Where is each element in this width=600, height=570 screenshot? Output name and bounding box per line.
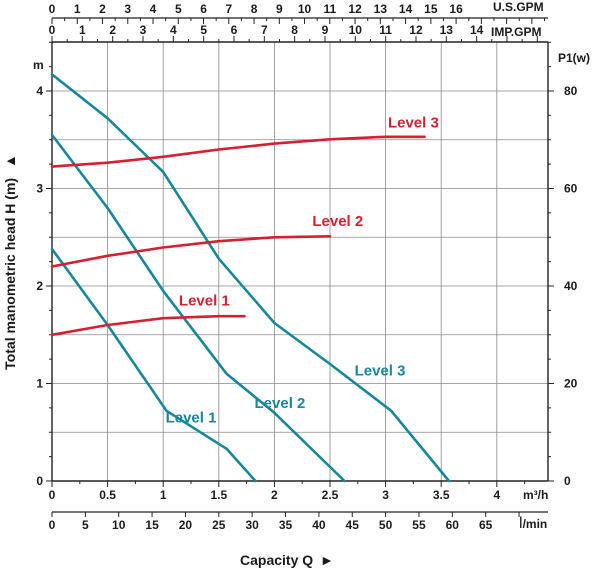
usgpm-tick-label: 11 — [323, 2, 336, 16]
usgpm-tick-label: 10 — [298, 2, 312, 16]
lmin-unit-suffix: /min — [523, 517, 548, 531]
impgpm-tick-label: 11 — [379, 23, 392, 37]
impgpm-tick-label: 3 — [140, 23, 147, 37]
lmin-tick-label: 45 — [346, 518, 360, 532]
lmin-tick-label: 55 — [412, 518, 426, 532]
usgpm-tick-label: 15 — [424, 2, 438, 16]
x-tick-label: 1.5 — [210, 488, 227, 502]
lmin-unit-label: l/min — [519, 515, 547, 532]
impgpm-unit-label: IMP.GPM — [491, 25, 541, 39]
impgpm-tick-label: 14 — [470, 23, 484, 37]
y2-tick-label: 20 — [564, 377, 578, 391]
y2-tick-label: 60 — [564, 182, 578, 196]
lmin-tick-label: 40 — [312, 518, 326, 532]
usgpm-unit-label: U.S.GPM — [493, 0, 544, 14]
impgpm-tick-label: 7 — [261, 23, 268, 37]
usgpm-tick-label: 0 — [49, 2, 56, 16]
y2-tick-label: 80 — [564, 84, 578, 98]
y-axis-title-text: Total manometric head H (m) — [2, 178, 18, 370]
y-tick-label: 1 — [36, 377, 43, 391]
x-tick-label: 2 — [271, 488, 278, 502]
x-tick-label: 0 — [49, 488, 56, 502]
y-tick-label: 4 — [36, 84, 43, 98]
y-tick-label: 2 — [36, 279, 43, 293]
impgpm-tick-label: 10 — [349, 23, 363, 37]
usgpm-tick-label: 4 — [150, 2, 157, 16]
axis-titles: m P1(w) U.S.GPM IMP.GPM m³/h l/min Total… — [2, 0, 590, 568]
x-tick-label: 3.5 — [433, 488, 450, 502]
y2-tick-label: 0 — [564, 474, 571, 488]
lmin-tick-label: 0 — [49, 518, 56, 532]
impgpm-tick-label: 8 — [291, 23, 298, 37]
lmin-tick-label: 65 — [479, 518, 493, 532]
x-axis-title-text: Capacity Q — [240, 552, 313, 568]
head-curve-level-2 — [50, 133, 346, 483]
power-curve-level-2 — [50, 235, 332, 268]
y-tick-label: 0 — [36, 474, 43, 488]
x-tick-label: 2.5 — [322, 488, 339, 502]
x-tick-label: 4 — [493, 488, 500, 502]
usgpm-tick-label: 1 — [74, 2, 81, 16]
usgpm-tick-label: 12 — [348, 2, 362, 16]
impgpm-tick-label: 5 — [200, 23, 207, 37]
y2-tick-label: 40 — [564, 279, 578, 293]
m3h-unit-label: m³/h — [523, 488, 548, 502]
impgpm-tick-label: 1 — [79, 23, 86, 37]
curves — [50, 73, 451, 483]
power-label-level-3: Level 3 — [388, 115, 439, 132]
usgpm-tick-label: 3 — [124, 2, 131, 16]
lmin-tick-label: 15 — [145, 518, 159, 532]
impgpm-tick-label: 0 — [49, 23, 56, 37]
usgpm-tick-label: 7 — [225, 2, 232, 16]
lmin-tick-label: 5 — [82, 518, 89, 532]
lmin-tick-label: 10 — [112, 518, 126, 532]
y-tick-label: 3 — [36, 182, 43, 196]
usgpm-tick-label: 14 — [399, 2, 413, 16]
lmin-tick-label: 50 — [379, 518, 393, 532]
lmin-tick-label: 30 — [245, 518, 259, 532]
head-label-level-2: Level 2 — [255, 395, 306, 412]
usgpm-tick-label: 2 — [99, 2, 106, 16]
x-tick-label: 0.5 — [99, 488, 116, 502]
lmin-tick-label: 25 — [212, 518, 226, 532]
head-curve-level-1 — [50, 247, 257, 483]
impgpm-tick-label: 4 — [170, 23, 177, 37]
y-axis-title: Total manometric head H (m) ▲ — [2, 154, 18, 370]
y2-unit-label: P1(w) — [558, 51, 590, 65]
head-label-level-1: Level 1 — [166, 410, 217, 427]
usgpm-tick-label: 6 — [200, 2, 207, 16]
curve-labels: Level 1 Level 2 Level 3 Level 1 Level 2 Level… — [166, 115, 439, 427]
impgpm-tick-label: 9 — [322, 23, 329, 37]
power-label-level-1: Level 1 — [179, 293, 230, 310]
impgpm-tick-label: 2 — [109, 23, 116, 37]
power-label-level-2: Level 2 — [312, 213, 363, 230]
y-axis-title-arrow: ▲ — [2, 154, 18, 168]
x-tick-label: 1 — [160, 488, 167, 502]
usgpm-tick-label: 9 — [276, 2, 283, 16]
impgpm-tick-label: 12 — [409, 23, 423, 37]
power-curve-level-1 — [50, 314, 246, 337]
lmin-tick-label: 35 — [279, 518, 293, 532]
usgpm-tick-label: 5 — [175, 2, 182, 16]
x-axis-title: Capacity Q ► — [240, 552, 334, 568]
x-tick-label: 3 — [382, 488, 389, 502]
x-axis-title-arrow: ► — [320, 552, 334, 568]
lmin-tick-label: 60 — [446, 518, 460, 532]
usgpm-tick-label: 16 — [449, 2, 463, 16]
usgpm-tick-label: 8 — [251, 2, 258, 16]
head-label-level-3: Level 3 — [355, 363, 406, 380]
head-curve-level-3 — [50, 73, 451, 483]
power-curve-level-3 — [50, 135, 426, 168]
lmin-tick-label: 20 — [179, 518, 193, 532]
impgpm-tick-label: 13 — [440, 23, 454, 37]
lmin-unit-prefix: l — [519, 515, 523, 532]
y-unit-label: m — [33, 58, 44, 72]
usgpm-tick-label: 13 — [374, 2, 388, 16]
impgpm-tick-label: 6 — [231, 23, 238, 37]
